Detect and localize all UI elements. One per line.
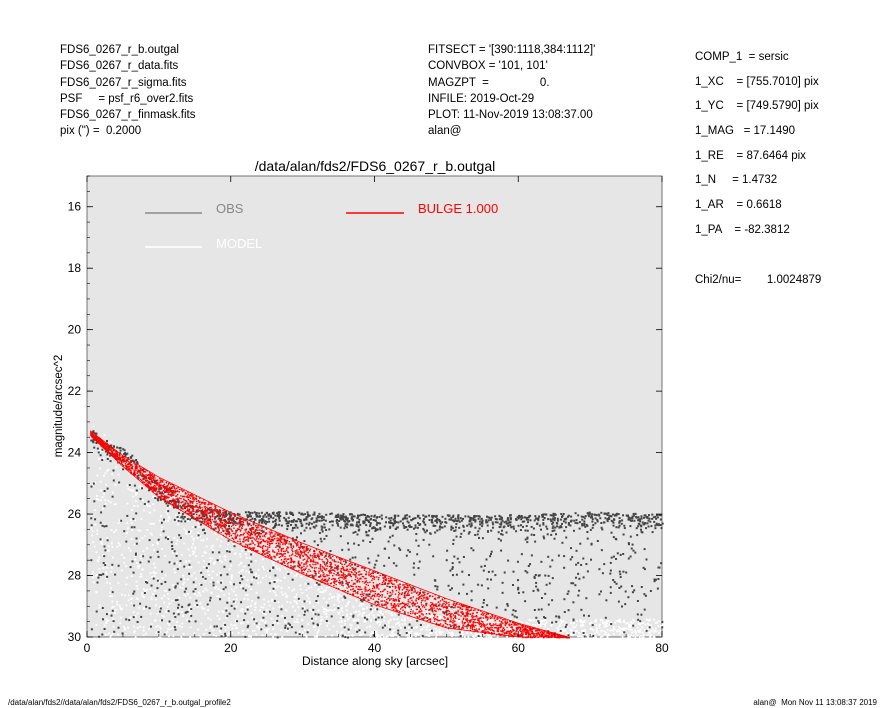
header-line: pix (") = 0.2000 (60, 125, 142, 138)
y-tick-label: 24 (68, 446, 82, 460)
legend: OBS MODEL BULGE 1.000 (145, 201, 498, 251)
obs-points (90, 430, 664, 639)
model-points (90, 425, 664, 639)
header-line: PLOT: 11-Nov-2019 13:08:37.00 (428, 109, 593, 122)
header-line: FITSECT = '[390:1118,384:1112]' (428, 44, 596, 56)
legend-label: OBS (216, 201, 244, 216)
fit-parameters: COMP_1 = sersic 1_XC = [755.7010] pix 1_YC… (695, 49, 819, 247)
header-mid-info: FITSECT = '[390:1118,384:1112]' CONVBOX =… (428, 42, 595, 140)
bulge-points (90, 431, 570, 639)
param-line: 1_PA = -82.3812 (695, 223, 790, 236)
plot-background (86, 175, 663, 638)
param-line: COMP_1 = sersic (695, 51, 789, 63)
header-line: FDS6_0267_r_data.fits (60, 60, 179, 73)
x-tick-label: 60 (512, 641, 526, 655)
legend-label: BULGE 1.000 (418, 201, 498, 216)
x-tick-label: 80 (655, 641, 669, 655)
x-tick-label: 0 (84, 641, 91, 655)
axes: 0 20 40 60 80 16 18 20 22 24 26 28 30 (68, 175, 669, 655)
x-axis-label: Distance along sky [arcsec] (302, 654, 448, 668)
header-line: CONVBOX = '101, 101' (428, 60, 548, 73)
footer-timestamp: alan@ Mon Nov 11 13:08:37 2019 (753, 698, 877, 707)
x-tick-label: 40 (368, 641, 382, 655)
header-left-info: FDS6_0267_r_b.outgal FDS6_0267_r_data.fit… (60, 42, 196, 140)
param-line: 1_YC = [749.5790] pix (695, 100, 819, 113)
legend-label: MODEL (216, 236, 262, 251)
scatter-points (90, 425, 664, 639)
y-tick-label: 28 (68, 569, 82, 583)
y-tick-label: 20 (68, 323, 82, 337)
chart-title: /data/alan/fds2/FDS6_0267_r_b.outgal (255, 158, 496, 174)
param-line: 1_RE = 87.6464 pix (695, 149, 806, 162)
header-line: FDS6_0267_r_finmask.fits (60, 109, 196, 122)
param-line: 1_AR = 0.6618 (695, 199, 782, 212)
header-line: MAGZPT = 0. (428, 76, 550, 89)
bulge-band-outline (90, 430, 569, 638)
y-tick-label: 26 (68, 507, 82, 521)
footer-path: /data/alan/fds2//data/alan/fds2/FDS6_026… (8, 698, 231, 707)
y-tick-label: 18 (68, 261, 82, 275)
y-axis-label: magnitude/arcsec^2 (53, 355, 65, 458)
x-tick-label: 20 (224, 641, 238, 655)
y-tick-label: 30 (68, 630, 82, 644)
header-line: FDS6_0267_r_sigma.fits (60, 76, 187, 89)
header-line: PSF = psf_r6_over2.fits (60, 92, 194, 105)
y-tick-label: 16 (68, 200, 82, 214)
param-line: 1_XC = [755.7010] pix (695, 75, 819, 88)
chi2-value: Chi2/nu= 1.0024879 (695, 274, 822, 286)
y-tick-label: 22 (68, 384, 82, 398)
param-line: 1_MAG = 17.1490 (695, 125, 796, 138)
param-line: 1_N = 1.4732 (695, 174, 778, 187)
header-line: alan@ (428, 125, 462, 138)
header-line: INFILE: 2019-Oct-29 (428, 92, 535, 105)
header-line: FDS6_0267_r_b.outgal (60, 44, 179, 56)
